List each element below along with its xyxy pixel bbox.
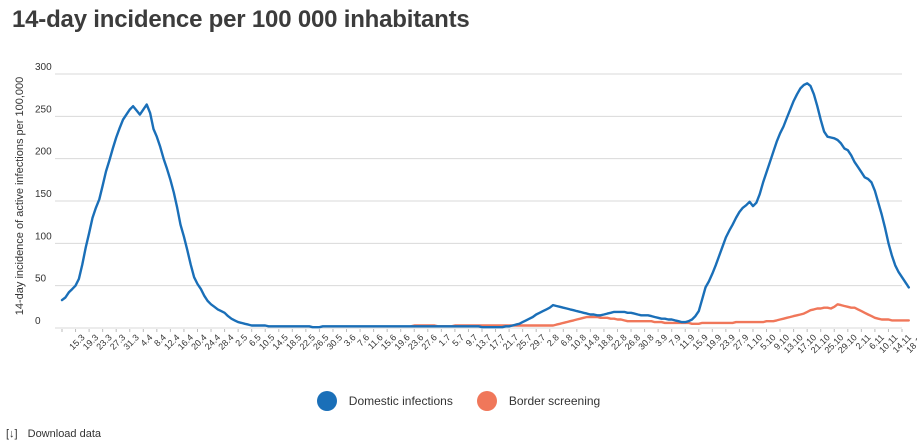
legend-swatch-domestic bbox=[316, 391, 337, 411]
y-axis-ticks: 0 50 100 150 200 250 300 bbox=[35, 62, 52, 327]
y-tick-label: 100 bbox=[35, 231, 52, 242]
line-chart: 0 50 100 150 200 250 300 15.319.323.327.331.34… bbox=[14, 62, 917, 355]
y-tick-label: 200 bbox=[35, 147, 52, 158]
x-tick-label: 27.6 bbox=[420, 332, 439, 351]
y-tick-label: 300 bbox=[35, 62, 52, 73]
download-label: Download data bbox=[27, 428, 102, 440]
y-axis-label: 14-day incidence of active infections pe… bbox=[14, 77, 26, 316]
x-tick-label: 29.7 bbox=[528, 332, 547, 351]
x-tick-label: 30.5 bbox=[325, 332, 344, 351]
legend-label-border: Border screening bbox=[508, 394, 601, 408]
x-axis-ticks: 15.319.323.327.331.34.48.412.416.420.424… bbox=[61, 329, 917, 355]
download-data-button[interactable]: [↓] Download data bbox=[6, 428, 101, 440]
chart-title: 14-day incidence per 100 000 inhabitants bbox=[12, 6, 470, 33]
gridlines bbox=[55, 73, 902, 329]
download-icon: [↓] bbox=[6, 428, 18, 440]
legend-item-border[interactable]: Border screening bbox=[476, 391, 601, 411]
series-lines bbox=[60, 82, 910, 329]
x-tick-label: 28.4 bbox=[216, 332, 235, 351]
y-tick-label: 50 bbox=[35, 274, 47, 285]
legend: Domestic infections Border screening bbox=[0, 388, 917, 414]
series-line-border-screening[interactable] bbox=[409, 303, 910, 328]
x-tick-label: 30.8 bbox=[636, 332, 655, 351]
legend-item-domestic[interactable]: Domestic infections bbox=[316, 391, 453, 411]
legend-label-domestic: Domestic infections bbox=[348, 394, 453, 408]
y-tick-label: 250 bbox=[35, 104, 52, 115]
series-line-domestic-infections[interactable] bbox=[60, 82, 910, 329]
x-tick-label: 31.3 bbox=[121, 332, 140, 351]
y-tick-label: 150 bbox=[35, 189, 52, 200]
legend-swatch-border bbox=[476, 391, 497, 411]
y-tick-label: 0 bbox=[35, 316, 41, 327]
